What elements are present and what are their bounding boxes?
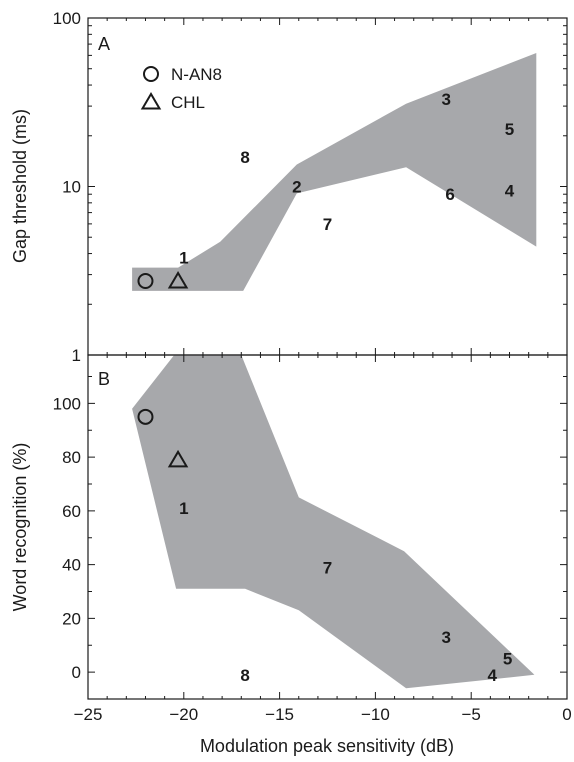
subject-point-label: 4: [488, 666, 498, 685]
x-tick-label: −25: [74, 705, 103, 724]
y-tick-label: 60: [62, 502, 81, 521]
panel-a-y-ticks: 1 10 100: [53, 9, 567, 365]
panel-b-letter: B: [98, 369, 110, 389]
triangle-data-marker: [167, 270, 189, 289]
subject-point-label: 7: [323, 558, 332, 577]
panel-a-shaded-band: [132, 53, 537, 291]
y-tick-label: 80: [62, 448, 81, 467]
y-tick-label: 100: [53, 394, 81, 413]
y-tick-label: 10: [62, 178, 81, 197]
panel-a-x-ticks: [87, 18, 568, 355]
subject-point-label: 3: [442, 628, 451, 647]
panel-a-y-axis-label: Gap threshold (ms): [10, 109, 30, 263]
triangle-data-marker: [167, 449, 189, 468]
panel-b-y-axis-label: Word recognition (%): [10, 443, 30, 612]
x-tick-label: −5: [462, 705, 481, 724]
x-axis-label: Modulation peak sensitivity (dB): [200, 736, 454, 756]
subject-point-label: 5: [503, 650, 512, 669]
legend-triangle-marker: [140, 92, 162, 110]
y-tick-label: 100: [53, 9, 81, 28]
circle-data-marker: [137, 272, 154, 289]
panel-a-legend: N-AN8 CHL: [140, 65, 222, 112]
panel-b-shaded-band: [132, 355, 535, 689]
panel-a-points: 1 2 3 4 5 6 7 8: [179, 90, 515, 267]
panel-a-shaded-region: [132, 53, 537, 291]
panel-b-x-ticks: −25 −20 −15 −10 −5 0: [74, 355, 572, 724]
subject-point-label: 1: [179, 499, 188, 518]
subject-point-label: 2: [292, 178, 301, 197]
subject-point-label: 6: [445, 185, 454, 204]
x-tick-label: −10: [361, 705, 390, 724]
panel-a-letter: A: [98, 34, 110, 54]
panel-b-y-ticks: 0 20 40 60 80 100: [53, 376, 567, 700]
panel-b-plot-frame: [87, 354, 568, 700]
panel-a: 1 10 100 A N-AN8 CHL 1 2 3 4 5 6 7 8 Gap threshold…: [10, 9, 568, 365]
subject-point-label: 8: [240, 148, 249, 167]
circle-data-marker: [137, 408, 154, 425]
subject-point-label: 4: [505, 181, 515, 200]
panel-b-points: 1 3 45 7 8: [179, 499, 512, 685]
x-tick-label: −20: [169, 705, 198, 724]
x-tick-label: −15: [265, 705, 294, 724]
panel-b: −25 −20 −15 −10 −5 0 0 20 40 60 80 100 B 1 3 45 7 8 Wo…: [10, 354, 572, 756]
panel-b-markers: [137, 408, 189, 468]
legend-label: CHL: [171, 93, 205, 112]
y-tick-label: 40: [62, 556, 81, 575]
panel-a-markers: [137, 270, 189, 289]
y-tick-label: 0: [72, 663, 81, 682]
subject-point-label: 7: [323, 215, 332, 234]
y-tick-label: 20: [62, 609, 81, 628]
subject-point-label: 1: [179, 248, 188, 267]
y-tick-label: 1: [72, 346, 81, 365]
legend-circle-marker: [143, 66, 159, 82]
panel-b-shaded-region: [132, 355, 535, 689]
subject-point-label: 8: [240, 666, 249, 685]
x-tick-label: 0: [562, 705, 571, 724]
legend-label: N-AN8: [171, 65, 222, 84]
subject-point-label: 5: [505, 120, 514, 139]
subject-point-label: 3: [442, 90, 451, 109]
